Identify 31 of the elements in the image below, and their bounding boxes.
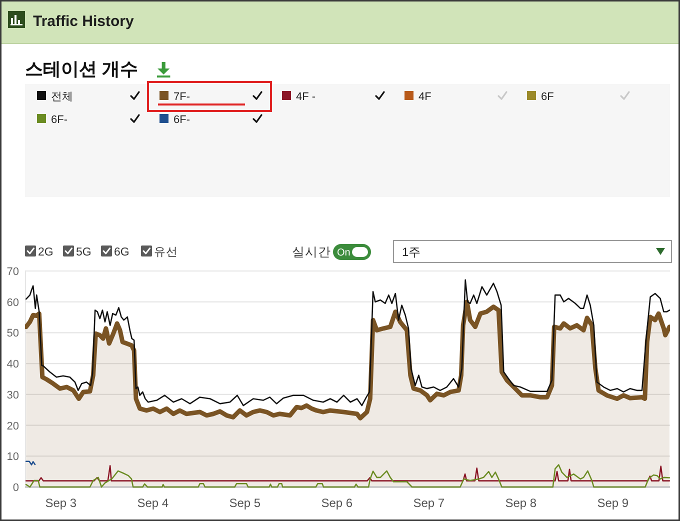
y-tick-label: 70 bbox=[6, 266, 19, 278]
x-tick-label: Sep 4 bbox=[137, 496, 169, 510]
text: 유선 bbox=[154, 246, 178, 258]
text: 실시간 bbox=[292, 245, 331, 259]
legend-label: 6F bbox=[541, 91, 554, 103]
legend-label: 전체 bbox=[51, 91, 73, 103]
legend-label: 4F - bbox=[296, 91, 316, 103]
text: 2G bbox=[38, 246, 54, 258]
y-tick-label: 30 bbox=[6, 389, 19, 402]
y-tick-label: 10 bbox=[6, 451, 19, 464]
x-tick-label: Sep 6 bbox=[321, 496, 353, 510]
y-tick-label: 20 bbox=[6, 420, 19, 432]
text: 5G bbox=[76, 246, 92, 258]
legend-label: 7F- bbox=[174, 91, 190, 103]
x-tick-label: Sep 8 bbox=[505, 496, 537, 510]
y-tick-label: 60 bbox=[6, 296, 19, 309]
x-tick-label: Sep 5 bbox=[229, 496, 261, 510]
chart-subtitle: 스테이션 개수 bbox=[25, 59, 138, 79]
text: 6G bbox=[114, 246, 130, 258]
text: On bbox=[337, 248, 350, 258]
y-tick-label: 0 bbox=[12, 482, 19, 494]
x-tick-label: Sep 7 bbox=[413, 496, 445, 510]
legend-label: 6F- bbox=[174, 114, 190, 126]
x-tick-label: Sep 9 bbox=[597, 496, 629, 510]
x-tick-label: Sep 3 bbox=[45, 496, 77, 510]
legend-label: 6F- bbox=[51, 114, 68, 126]
text: 1주 bbox=[402, 245, 421, 259]
legend-label: 4F bbox=[418, 91, 432, 103]
y-tick-label: 40 bbox=[6, 358, 19, 371]
y-tick-label: 50 bbox=[6, 328, 19, 340]
chart-title: Traffic History bbox=[33, 13, 135, 30]
